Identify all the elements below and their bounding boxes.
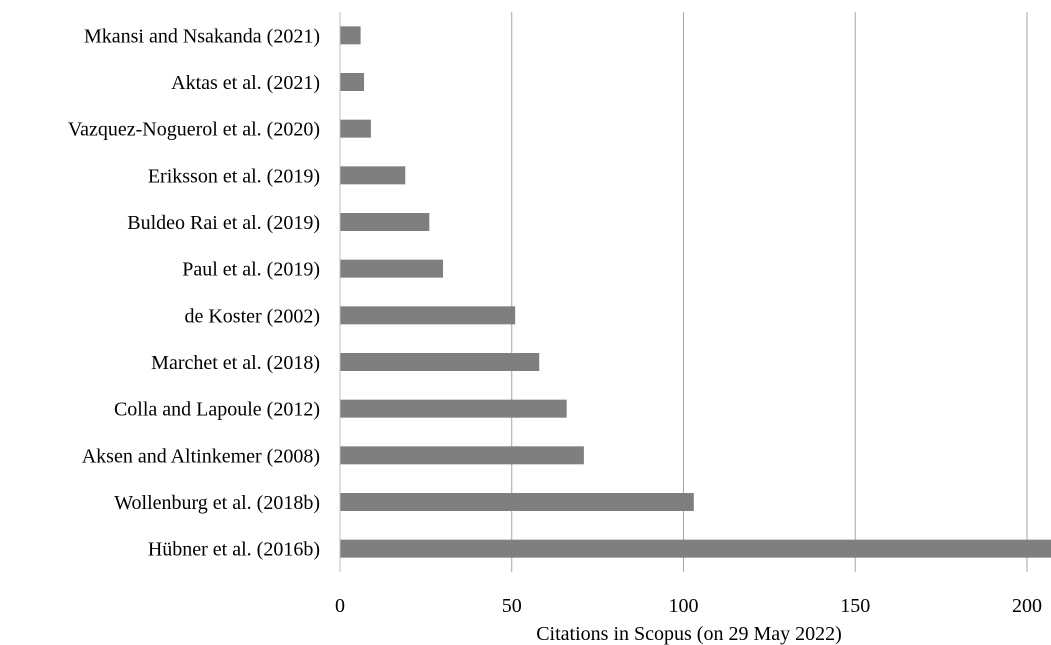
x-tick-label-50: 50 xyxy=(502,595,522,617)
bar-3 xyxy=(340,119,371,138)
category-label-6: Paul et al. (2019) xyxy=(182,259,320,281)
category-label-9: Colla and Lapoule (2012) xyxy=(114,399,320,421)
category-labels: Mkansi and Nsakanda (2021) Aktas et al. (… xyxy=(68,25,320,560)
x-tick-label-100: 100 xyxy=(668,595,698,617)
category-label-8: Marchet et al. (2018) xyxy=(151,352,320,374)
category-label-1: Mkansi and Nsakanda (2021) xyxy=(84,25,320,47)
category-label-7: de Koster (2002) xyxy=(184,305,320,327)
gridlines xyxy=(511,12,1028,572)
x-axis-title: Citations in Scopus (on 29 May 2022) xyxy=(536,623,842,645)
bar-9 xyxy=(340,399,567,418)
bar-10 xyxy=(340,446,584,465)
category-label-11: Wollenburg et al. (2018b) xyxy=(114,492,320,514)
bar-6 xyxy=(340,259,444,278)
bar-12 xyxy=(340,539,1051,558)
bar-2 xyxy=(340,73,365,91)
category-label-2: Aktas et al. (2021) xyxy=(171,72,320,94)
bars xyxy=(340,26,1051,558)
bar-7 xyxy=(340,306,516,325)
x-tick-label-200: 200 xyxy=(1012,595,1042,617)
x-tick-label-150: 150 xyxy=(840,595,870,617)
bar-4 xyxy=(340,166,406,185)
category-label-5: Buldeo Rai et al. (2019) xyxy=(127,212,320,234)
bar-5 xyxy=(340,213,430,231)
bar-8 xyxy=(340,353,540,371)
x-tick-label-0: 0 xyxy=(335,595,345,617)
category-label-10: Aksen and Altinkemer (2008) xyxy=(82,445,320,467)
category-label-4: Eriksson et al. (2019) xyxy=(148,165,320,187)
bar-11 xyxy=(340,493,694,511)
category-label-3: Vazquez-Noguerol et al. (2020) xyxy=(68,119,320,141)
category-label-12: Hübner et al. (2016b) xyxy=(148,539,320,561)
bar-1 xyxy=(340,26,361,45)
x-tick-labels: 0 50 100 150 200 xyxy=(335,595,1042,617)
